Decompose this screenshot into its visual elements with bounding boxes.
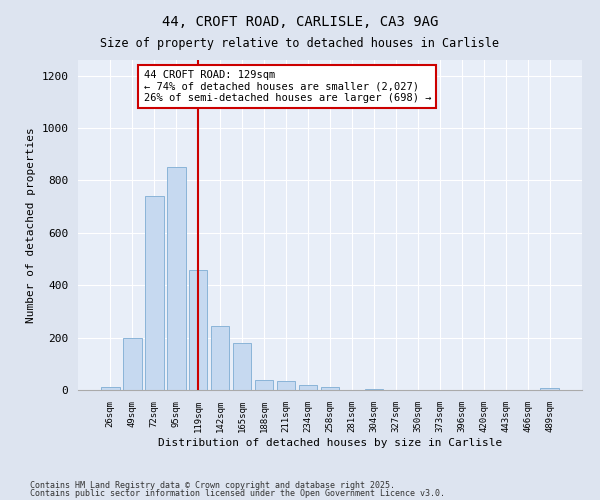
Bar (145, 196, 164, 390)
Text: Contains public sector information licensed under the Open Government Licence v3: Contains public sector information licen… (30, 489, 445, 498)
Bar (541, 388, 559, 390)
Text: 44 CROFT ROAD: 129sqm
← 74% of detached houses are smaller (2,027)
26% of semi-d: 44 CROFT ROAD: 129sqm ← 74% of detached … (143, 70, 431, 103)
Bar (101, 388, 119, 390)
Bar (167, 168, 185, 390)
X-axis label: Distribution of detached houses by size in Carlisle: Distribution of detached houses by size … (158, 438, 502, 448)
Text: 44, CROFT ROAD, CARLISLE, CA3 9AG: 44, CROFT ROAD, CARLISLE, CA3 9AG (162, 15, 438, 29)
Bar (320, 388, 340, 390)
Bar (211, 326, 229, 390)
Bar (123, 338, 142, 390)
Y-axis label: Number of detached properties: Number of detached properties (26, 127, 36, 323)
Bar (233, 343, 251, 390)
Text: Size of property relative to detached houses in Carlisle: Size of property relative to detached ho… (101, 38, 499, 51)
Bar (277, 381, 295, 390)
Text: Contains HM Land Registry data © Crown copyright and database right 2025.: Contains HM Land Registry data © Crown c… (30, 480, 395, 490)
Bar (299, 386, 317, 390)
Bar (255, 380, 274, 390)
Bar (189, 270, 208, 390)
